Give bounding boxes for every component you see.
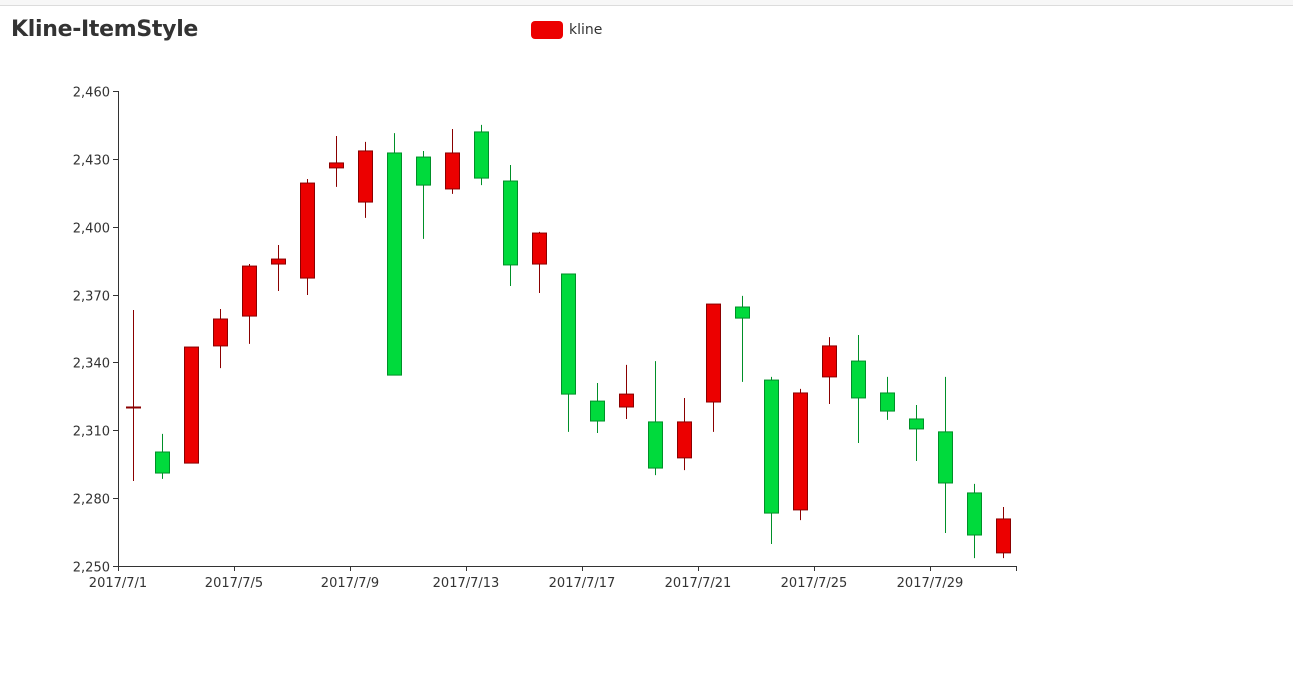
y-tick-label: 2,310	[73, 425, 110, 440]
candle[interactable]	[416, 150, 431, 239]
y-tick-label: 2,460	[73, 86, 110, 101]
x-tick-label: 2017/7/1	[89, 576, 147, 591]
browser-top-strip	[0, 0, 1293, 6]
candle[interactable]	[909, 404, 924, 462]
chart-title: Kline-ItemStyle	[11, 17, 199, 42]
x-tick-label: 2017/7/25	[781, 576, 848, 591]
y-tick-label: 2,340	[73, 357, 110, 372]
candle[interactable]	[793, 388, 808, 521]
y-tick-label: 2,370	[73, 290, 110, 305]
candle[interactable]	[155, 433, 170, 479]
x-axis: 2017/7/1 2017/7/5 2017/7/9 2017/7/13 2017/7/…	[89, 566, 1017, 591]
y-axis: 2,250 2,280 2,310 2,340 2,370 2,400 2,430 2,460	[73, 86, 119, 576]
candle[interactable]	[387, 133, 402, 376]
candle[interactable]	[880, 376, 895, 420]
candle[interactable]	[938, 376, 953, 533]
legend-label: kline	[569, 22, 603, 38]
x-tick-label: 2017/7/21	[665, 576, 732, 591]
x-tick-label: 2017/7/5	[205, 576, 263, 591]
candle[interactable]	[532, 231, 547, 293]
x-tick-label: 2017/7/9	[321, 576, 379, 591]
x-tick-label: 2017/7/17	[549, 576, 616, 591]
y-tick-label: 2,250	[73, 561, 110, 576]
candle[interactable]	[503, 164, 518, 286]
legend-swatch-icon	[531, 21, 563, 39]
candle[interactable]	[358, 141, 373, 218]
candle[interactable]	[329, 136, 344, 187]
candle[interactable]	[445, 129, 460, 194]
candle[interactable]	[184, 346, 199, 464]
candle[interactable]	[474, 124, 489, 186]
candle[interactable]	[735, 295, 750, 382]
y-tick-label: 2,430	[73, 154, 110, 169]
candle[interactable]	[590, 383, 605, 433]
x-tick-label: 2017/7/29	[897, 576, 964, 591]
x-tick-label: 2017/7/13	[433, 576, 500, 591]
candle[interactable]	[271, 245, 286, 291]
candle[interactable]	[213, 309, 228, 369]
candle[interactable]	[126, 309, 141, 481]
candle[interactable]	[648, 361, 663, 476]
candle[interactable]	[851, 335, 866, 443]
y-tick-label: 2,400	[73, 222, 110, 237]
candle[interactable]	[677, 397, 692, 471]
candle[interactable]	[822, 337, 837, 405]
candle[interactable]	[764, 376, 779, 545]
y-tick-label: 2,280	[73, 493, 110, 508]
candle[interactable]	[706, 303, 721, 432]
candle[interactable]	[561, 273, 576, 432]
candle[interactable]	[242, 264, 257, 344]
candle[interactable]	[967, 483, 982, 559]
candle[interactable]	[996, 506, 1011, 559]
candle[interactable]	[619, 364, 634, 419]
candlestick-series	[126, 124, 1011, 559]
candle[interactable]	[300, 178, 315, 296]
legend-item-kline[interactable]: kline	[531, 21, 602, 39]
